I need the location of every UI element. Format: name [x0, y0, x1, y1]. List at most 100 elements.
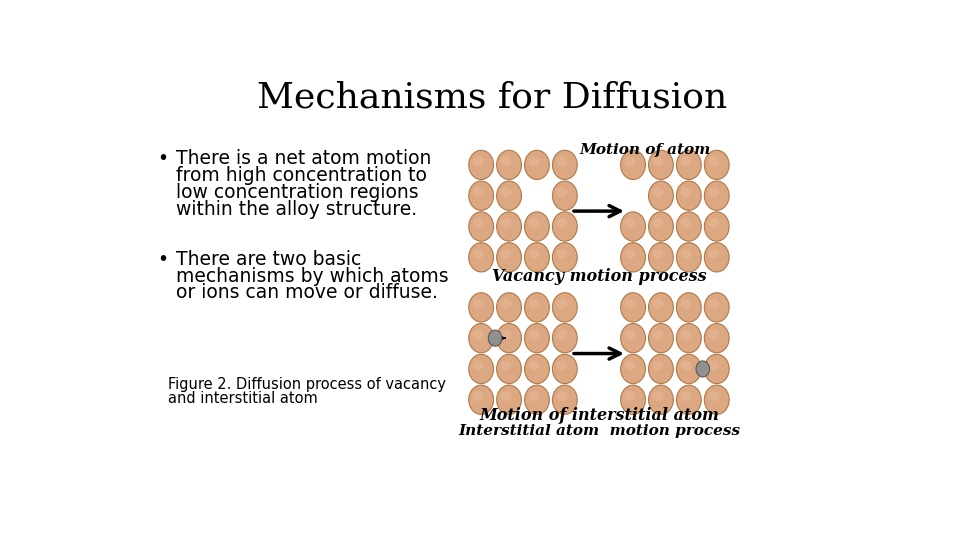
Ellipse shape — [621, 242, 645, 272]
Ellipse shape — [496, 212, 521, 241]
Ellipse shape — [500, 187, 512, 197]
Ellipse shape — [708, 391, 719, 401]
Ellipse shape — [677, 212, 701, 241]
Ellipse shape — [528, 391, 540, 401]
Ellipse shape — [496, 181, 521, 210]
Text: There are two basic: There are two basic — [176, 249, 361, 268]
Ellipse shape — [677, 150, 701, 179]
Ellipse shape — [472, 360, 484, 370]
Ellipse shape — [621, 150, 645, 179]
Ellipse shape — [556, 156, 567, 166]
Ellipse shape — [524, 354, 549, 383]
Ellipse shape — [496, 242, 521, 272]
Ellipse shape — [705, 181, 730, 210]
Ellipse shape — [653, 329, 663, 340]
Ellipse shape — [625, 360, 636, 370]
Ellipse shape — [649, 293, 673, 322]
Text: There is a net atom motion: There is a net atom motion — [176, 150, 431, 168]
Ellipse shape — [653, 360, 663, 370]
Ellipse shape — [524, 150, 549, 179]
Ellipse shape — [625, 299, 636, 309]
Ellipse shape — [625, 218, 636, 228]
Ellipse shape — [552, 242, 577, 272]
Ellipse shape — [653, 391, 663, 401]
Text: Vacancy motion process: Vacancy motion process — [492, 268, 707, 285]
Ellipse shape — [528, 299, 540, 309]
Ellipse shape — [524, 293, 549, 322]
Text: Motion of interstitial atom: Motion of interstitial atom — [479, 407, 719, 424]
Text: mechanisms by which atoms: mechanisms by which atoms — [176, 267, 448, 286]
Ellipse shape — [500, 218, 512, 228]
Ellipse shape — [705, 212, 730, 241]
Ellipse shape — [681, 391, 691, 401]
Ellipse shape — [472, 248, 484, 259]
Text: within the alloy structure.: within the alloy structure. — [176, 200, 417, 219]
Ellipse shape — [556, 360, 567, 370]
Ellipse shape — [677, 293, 701, 322]
Ellipse shape — [528, 329, 540, 340]
Ellipse shape — [681, 156, 691, 166]
Ellipse shape — [556, 329, 567, 340]
Text: Mechanisms for Diffusion: Mechanisms for Diffusion — [257, 80, 727, 114]
Ellipse shape — [552, 212, 577, 241]
Ellipse shape — [625, 391, 636, 401]
Ellipse shape — [524, 212, 549, 241]
Ellipse shape — [468, 242, 493, 272]
Ellipse shape — [649, 385, 673, 414]
Ellipse shape — [468, 293, 493, 322]
Ellipse shape — [696, 361, 709, 377]
Ellipse shape — [528, 156, 540, 166]
Ellipse shape — [621, 293, 645, 322]
Ellipse shape — [708, 248, 719, 259]
Ellipse shape — [677, 385, 701, 414]
Ellipse shape — [468, 354, 493, 383]
Ellipse shape — [681, 360, 691, 370]
Ellipse shape — [524, 242, 549, 272]
Ellipse shape — [489, 330, 502, 346]
Ellipse shape — [552, 385, 577, 414]
Ellipse shape — [621, 354, 645, 383]
Ellipse shape — [472, 156, 484, 166]
Ellipse shape — [496, 385, 521, 414]
Ellipse shape — [649, 212, 673, 241]
Ellipse shape — [705, 354, 730, 383]
Ellipse shape — [653, 156, 663, 166]
Ellipse shape — [472, 299, 484, 309]
Ellipse shape — [528, 218, 540, 228]
Ellipse shape — [708, 218, 719, 228]
Ellipse shape — [681, 329, 691, 340]
Ellipse shape — [705, 323, 730, 353]
Ellipse shape — [528, 248, 540, 259]
Ellipse shape — [468, 212, 493, 241]
Ellipse shape — [556, 391, 567, 401]
Ellipse shape — [528, 360, 540, 370]
Text: •: • — [157, 150, 168, 168]
Ellipse shape — [496, 354, 521, 383]
Ellipse shape — [552, 323, 577, 353]
Ellipse shape — [708, 156, 719, 166]
Text: Interstitial atom  motion process: Interstitial atom motion process — [458, 424, 740, 438]
Ellipse shape — [496, 150, 521, 179]
Ellipse shape — [649, 354, 673, 383]
Ellipse shape — [653, 299, 663, 309]
Ellipse shape — [705, 242, 730, 272]
Ellipse shape — [524, 323, 549, 353]
Ellipse shape — [468, 323, 493, 353]
Text: Figure 2. Diffusion process of vacancy: Figure 2. Diffusion process of vacancy — [168, 377, 446, 392]
Ellipse shape — [677, 242, 701, 272]
Ellipse shape — [621, 212, 645, 241]
Ellipse shape — [705, 293, 730, 322]
Ellipse shape — [500, 299, 512, 309]
Ellipse shape — [708, 187, 719, 197]
Text: from high concentration to: from high concentration to — [176, 166, 426, 185]
Ellipse shape — [556, 299, 567, 309]
Ellipse shape — [472, 187, 484, 197]
Text: Motion of atom: Motion of atom — [580, 143, 711, 157]
Ellipse shape — [677, 354, 701, 383]
Ellipse shape — [500, 360, 512, 370]
Ellipse shape — [649, 181, 673, 210]
Ellipse shape — [524, 385, 549, 414]
Ellipse shape — [708, 360, 719, 370]
Ellipse shape — [556, 187, 567, 197]
Ellipse shape — [552, 354, 577, 383]
